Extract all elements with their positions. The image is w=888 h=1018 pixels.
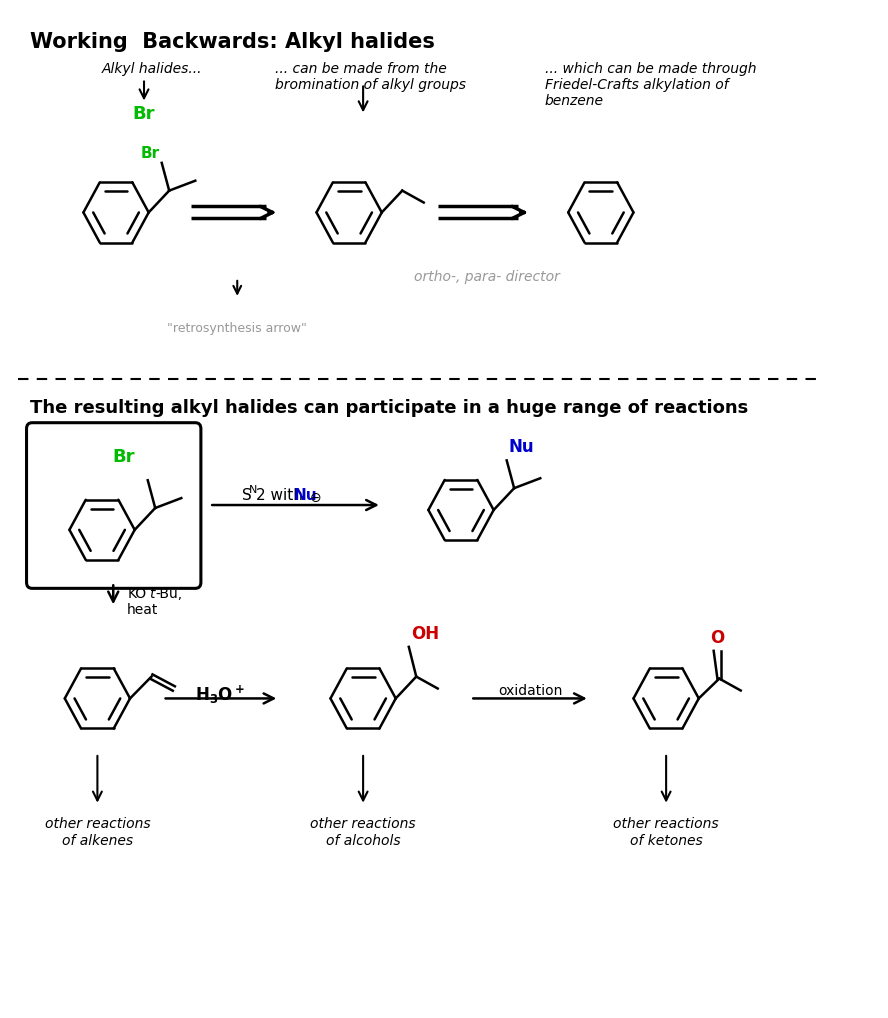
- Text: S: S: [242, 489, 251, 503]
- Text: -Bu,: -Bu,: [155, 587, 182, 602]
- Text: other reactions
of alcohols: other reactions of alcohols: [310, 817, 416, 848]
- Text: Br: Br: [140, 146, 160, 161]
- Text: Br: Br: [112, 449, 135, 466]
- Text: Nu: Nu: [509, 439, 535, 456]
- Text: 2 with: 2 with: [256, 489, 307, 503]
- Text: KO: KO: [127, 587, 147, 602]
- Text: "retrosynthesis arrow": "retrosynthesis arrow": [167, 322, 307, 335]
- Text: $\mathbf{H_3O^+}$: $\mathbf{H_3O^+}$: [195, 683, 245, 705]
- Text: O: O: [710, 629, 725, 646]
- Text: ... which can be made through
Friedel-Crafts alkylation of
benzene: ... which can be made through Friedel-Cr…: [545, 62, 757, 108]
- Text: Br: Br: [133, 105, 155, 123]
- Text: ⊖: ⊖: [310, 491, 321, 505]
- Text: t: t: [148, 587, 155, 602]
- Text: N: N: [250, 486, 258, 495]
- Text: Nu: Nu: [293, 489, 317, 503]
- Text: other reactions
of ketones: other reactions of ketones: [614, 817, 719, 848]
- Text: ortho-, para- director: ortho-, para- director: [415, 270, 560, 284]
- Text: Alkyl halides...: Alkyl halides...: [102, 62, 202, 75]
- Text: OH: OH: [410, 625, 439, 643]
- Text: The resulting alkyl halides can participate in a huge range of reactions: The resulting alkyl halides can particip…: [30, 399, 749, 417]
- Text: oxidation: oxidation: [498, 683, 563, 697]
- Text: Working  Backwards: Alkyl halides: Working Backwards: Alkyl halides: [30, 32, 435, 52]
- Text: ... can be made from the
bromination of alkyl groups: ... can be made from the bromination of …: [274, 62, 465, 92]
- Text: other reactions
of alkenes: other reactions of alkenes: [44, 817, 150, 848]
- FancyBboxPatch shape: [27, 422, 201, 588]
- Text: heat: heat: [127, 604, 159, 617]
